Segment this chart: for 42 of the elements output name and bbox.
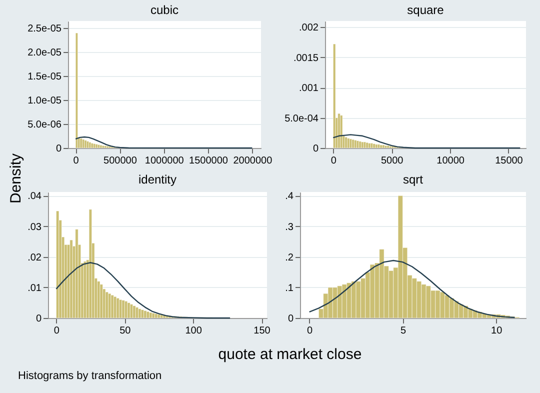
y-axis-title: Density [8,152,24,206]
y-tick-label: 0 [56,144,62,154]
chart-title: cubic [150,3,179,17]
x-tick-label: 15000 [495,156,524,166]
y-tick-label: .04 [28,191,42,202]
y-tick-label: 0 [36,314,42,324]
y-tick-label: .2 [285,252,294,264]
y-tick-label: .03 [28,222,42,233]
x-tick-label: 2000000 [233,156,273,166]
x-tick-label: 5000 [380,156,404,166]
x-tick-label: 0 [330,156,337,166]
text: Histograms by transformation [18,370,162,382]
y-tick-label: .3 [285,222,294,233]
x-tick-label: 5 [400,326,406,336]
x-tick-label: 1500000 [189,156,228,166]
y-tick-label: 1.0e-05 [28,96,62,107]
chart-title: identity [138,172,177,187]
x-tick-label: 10000 [436,156,465,166]
y-tick-label: .1 [285,282,294,294]
y-tick-label: .0015 [293,52,319,64]
x-axis-title: quote at market close [217,346,363,363]
y-tick-label: .01 [28,282,42,294]
y-tick-label: 5.0e-04 [284,113,319,124]
chart-title: square [407,3,444,17]
x-tick-label: 0 [73,156,80,166]
y-tick-label: 5.0e-06 [28,120,62,131]
x-tick-label: 500000 [104,156,138,166]
y-tick-label: 2.0e-05 [28,48,62,59]
chart-title: sqrt [402,172,424,187]
y-tick-label: .4 [285,191,294,202]
x-tick-label: 150 [254,326,271,336]
x-tick-label: 100 [185,326,202,336]
x-tick-label: 1000000 [144,156,184,166]
y-tick-label: .02 [28,252,42,264]
x-tick-label: 10 [491,326,503,336]
y-tick-label: 0 [312,144,319,154]
x-tick-label: 50 [120,326,132,336]
y-tick-label: 1.5e-05 [28,72,62,83]
y-tick-label: 2.5e-05 [28,24,62,35]
y-tick-label: .001 [299,83,319,94]
y-tick-label: 0 [288,314,294,324]
y-tick-label: .002 [299,22,319,34]
